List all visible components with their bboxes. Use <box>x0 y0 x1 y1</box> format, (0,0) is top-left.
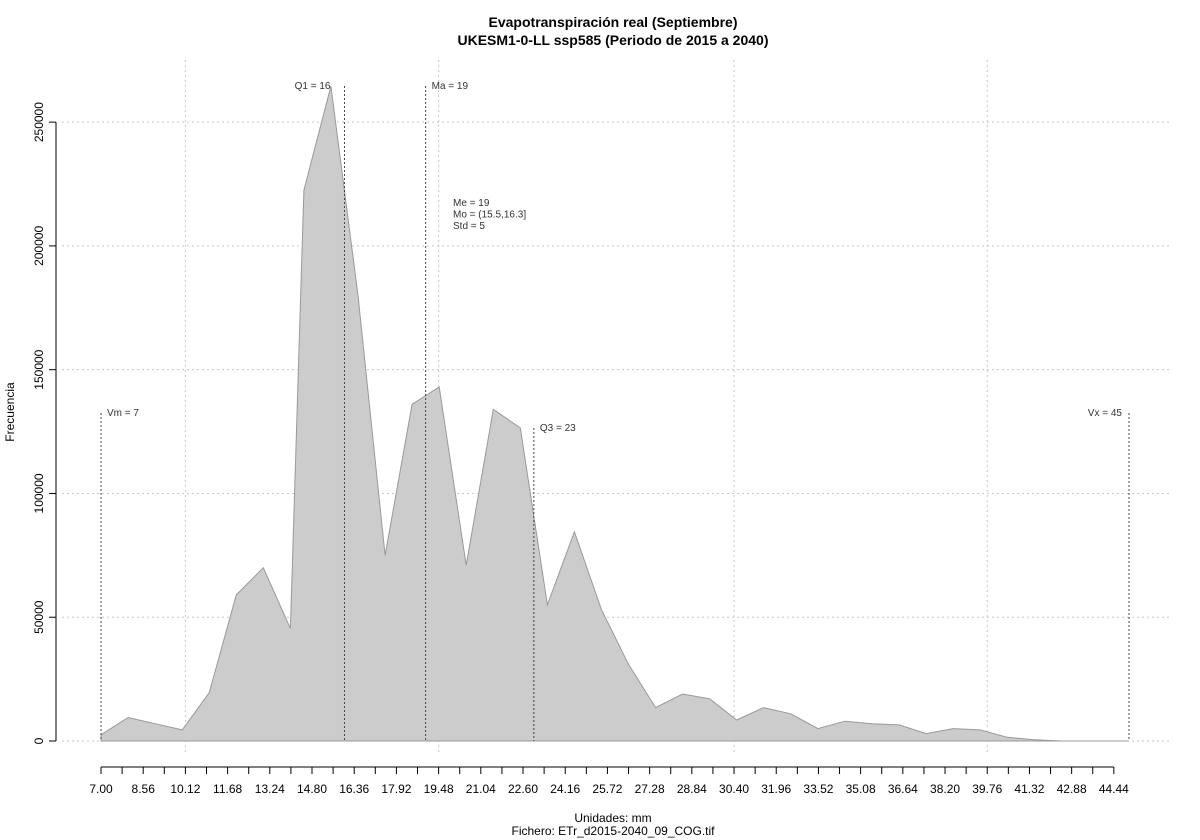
marker-label-vx: Vx = 45 <box>1088 408 1123 419</box>
chart-title: Evapotranspiración real (Septiembre) <box>489 14 738 30</box>
quantile-markers: Vm = 7 Q1 = 16 Ma = 19 Q3 = 23 Vx = 45 <box>100 81 1130 741</box>
x-tick-label: 17.92 <box>381 782 411 796</box>
y-tick-label: 150000 <box>32 349 46 389</box>
stats-line: Mo = (15.5,16.3] <box>453 210 526 221</box>
y-axis: 0 50000 100000 150000 200000 250000 <box>32 102 57 744</box>
marker-label-q1: Q1 = 16 <box>295 81 331 92</box>
x-tick-label: 27.28 <box>635 782 665 796</box>
chart-subtitle: UKESM1-0-LL ssp585 (Periodo de 2015 a 20… <box>458 32 769 48</box>
x-tick-label: 24.16 <box>550 782 580 796</box>
x-tick-label: 35.08 <box>846 782 876 796</box>
x-tick-label: 31.96 <box>761 782 791 796</box>
x-tick-label: 28.84 <box>677 782 707 796</box>
stats-line: Me = 19 <box>453 198 490 209</box>
marker-label-vm: Vm = 7 <box>107 408 139 419</box>
x-tick-label: 41.32 <box>1014 782 1044 796</box>
x-tick-label: 8.56 <box>132 782 156 796</box>
x-tick-label: 10.12 <box>170 782 200 796</box>
x-axis-label: Unidades: mm <box>574 811 651 825</box>
y-tick-label: 0 <box>32 737 46 744</box>
x-tick-label: 39.76 <box>972 782 1002 796</box>
stats-line: Std = 5 <box>453 221 485 232</box>
x-tick-label: 22.60 <box>508 782 538 796</box>
x-tick-label: 44.44 <box>1099 782 1129 796</box>
file-caption: Fichero: ETr_d2015-2040_09_COG.tif <box>512 824 716 838</box>
x-tick-label: 14.80 <box>297 782 327 796</box>
x-tick-label: 13.24 <box>255 782 285 796</box>
x-tick-label: 11.68 <box>213 782 242 796</box>
y-tick-label: 50000 <box>32 600 46 634</box>
x-tick-label: 30.40 <box>719 782 749 796</box>
y-tick-label: 100000 <box>32 473 46 513</box>
x-tick-label: 36.64 <box>888 782 918 796</box>
x-tick-label: 7.00 <box>89 782 113 796</box>
frequency-area <box>100 86 1129 742</box>
x-tick-label: 16.36 <box>339 782 369 796</box>
x-tick-label: 38.20 <box>930 782 960 796</box>
x-tick-label: 19.48 <box>424 782 454 796</box>
y-tick-label: 250000 <box>32 102 46 142</box>
x-tick-label: 21.04 <box>466 782 496 796</box>
x-tick-label: 33.52 <box>803 782 833 796</box>
marker-label-q3: Q3 = 23 <box>540 423 576 434</box>
marker-label-ma: Ma = 19 <box>432 81 469 92</box>
x-axis: 7.00 8.56 10.12 11.68 13.24 14.80 16.36 17.92 19… <box>89 766 1129 796</box>
x-tick-label: 42.88 <box>1057 782 1087 796</box>
y-tick-label: 200000 <box>32 226 46 266</box>
x-tick-label: 25.72 <box>592 782 622 796</box>
y-axis-label: Frecuencia <box>3 382 17 442</box>
